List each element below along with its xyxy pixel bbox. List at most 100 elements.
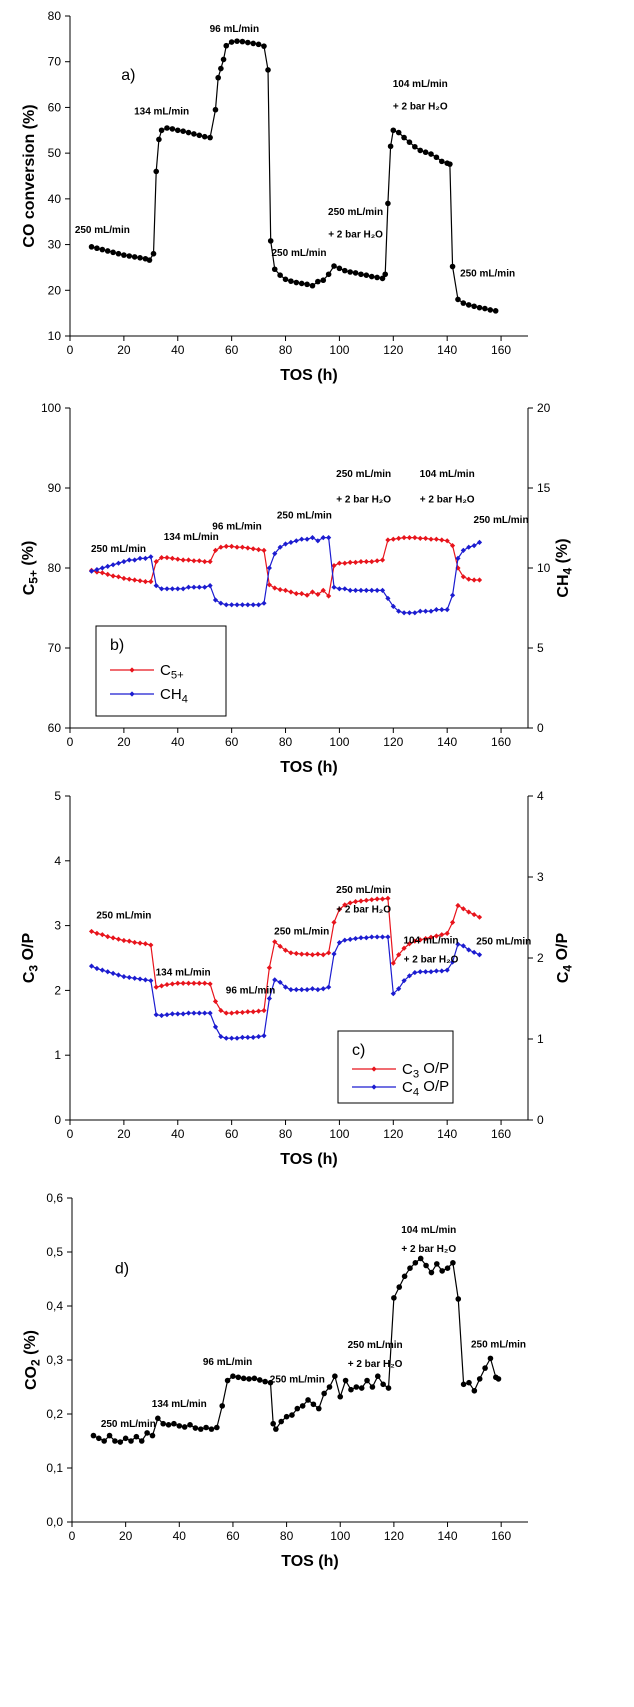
data-point — [203, 1424, 209, 1431]
data-point — [218, 600, 224, 606]
annotation: 250 mL/min — [460, 269, 515, 280]
data-point — [175, 556, 181, 562]
data-point — [196, 558, 202, 564]
data-point — [196, 132, 203, 139]
data-point — [374, 274, 380, 281]
data-point — [191, 131, 197, 137]
data-point — [187, 1422, 193, 1428]
data-point — [401, 978, 407, 984]
panel-d: 0 20 40 60 80 100 120 140 160 0,0 0,1 0,2 0,3 0,4 0,5 0… — [22, 1191, 528, 1570]
data-point — [299, 591, 305, 597]
data-point — [342, 267, 348, 274]
x-tick-label: 120 — [383, 735, 403, 749]
panel-c: 0 20 40 60 80 100 120 140 160 0 1 2 3 4 5 0 1 2 3 4 TOS (h) C… — [20, 789, 575, 1168]
data-point — [434, 1261, 440, 1267]
x-tick-label: 100 — [330, 1529, 350, 1543]
data-point — [267, 1379, 274, 1386]
data-point — [288, 950, 294, 956]
data-point — [133, 1433, 140, 1440]
data-point — [315, 986, 321, 993]
data-point — [282, 541, 289, 547]
data-point — [380, 1381, 386, 1388]
data-point — [406, 535, 413, 541]
data-point — [401, 610, 407, 616]
data-point — [336, 940, 343, 946]
y-tick-label: 10 — [48, 329, 62, 343]
data-point — [191, 1010, 197, 1016]
data-point — [439, 932, 445, 938]
data-point — [235, 1374, 242, 1381]
data-point — [94, 930, 100, 936]
data-point — [207, 1010, 213, 1016]
y-tick-right-label: 10 — [537, 561, 551, 575]
y-tick-label: 70 — [48, 641, 62, 655]
data-point — [261, 600, 267, 606]
data-point — [138, 1438, 145, 1444]
x-axis-title: TOS (h) — [280, 1151, 337, 1168]
data-point — [278, 1418, 285, 1425]
data-point — [144, 1430, 150, 1436]
data-point — [282, 984, 289, 990]
data-point — [201, 133, 208, 140]
data-point — [250, 1034, 256, 1040]
data-point — [239, 602, 246, 608]
legend-box — [95, 625, 227, 717]
annotation: 96 mL/min — [210, 24, 259, 35]
panel-label: c) — [352, 1042, 365, 1059]
data-point — [364, 1377, 370, 1384]
data-point — [299, 986, 305, 993]
y-axis-title: CO conversion (%) — [21, 104, 38, 247]
x-tick-label: 120 — [383, 1127, 403, 1141]
data-point — [293, 538, 299, 544]
annotation: 96 mL/min — [212, 522, 261, 533]
data-point — [146, 257, 153, 263]
data-point — [390, 603, 396, 609]
data-point — [228, 39, 235, 45]
data-point — [325, 271, 332, 278]
data-point — [234, 602, 240, 608]
data-point — [369, 897, 375, 903]
data-point — [471, 303, 477, 310]
data-point — [245, 1009, 251, 1015]
data-point — [180, 557, 186, 563]
data-point — [110, 562, 116, 568]
data-point — [304, 536, 310, 542]
data-point — [369, 934, 375, 940]
data-point — [94, 245, 100, 252]
data-point — [407, 1265, 413, 1271]
data-point — [401, 134, 407, 141]
y-tick-label: 0,2 — [46, 1407, 63, 1421]
data-point — [288, 589, 294, 595]
data-point — [223, 1035, 229, 1041]
data-point — [255, 1033, 262, 1040]
data-point — [126, 253, 133, 259]
data-point — [309, 952, 316, 958]
data-point — [326, 535, 332, 541]
data-point — [363, 272, 370, 279]
data-point — [320, 952, 326, 958]
data-point — [412, 535, 418, 541]
data-point — [417, 608, 423, 614]
data-point — [142, 579, 149, 585]
data-point — [374, 934, 380, 940]
data-point — [471, 1387, 478, 1394]
data-point — [352, 935, 359, 942]
data-point — [476, 304, 483, 311]
y-tick-label: 2 — [54, 983, 61, 997]
data-point — [299, 1403, 306, 1409]
data-point — [99, 565, 105, 571]
data-point — [337, 1393, 344, 1400]
data-point — [126, 576, 132, 582]
data-point — [148, 978, 154, 984]
legend: c) C3 O/PC4 O/P — [337, 1030, 454, 1104]
data-point — [288, 539, 294, 545]
data-point — [212, 998, 219, 1005]
x-tick-label: 20 — [117, 1127, 131, 1141]
data-point — [412, 969, 418, 976]
annotation: + 2 bar H₂O — [401, 1244, 456, 1255]
data-point — [180, 586, 186, 592]
data-point — [363, 587, 369, 593]
data-point — [471, 577, 477, 583]
y-axis-title: C5+ (%) — [20, 541, 41, 596]
data-point — [439, 968, 445, 974]
